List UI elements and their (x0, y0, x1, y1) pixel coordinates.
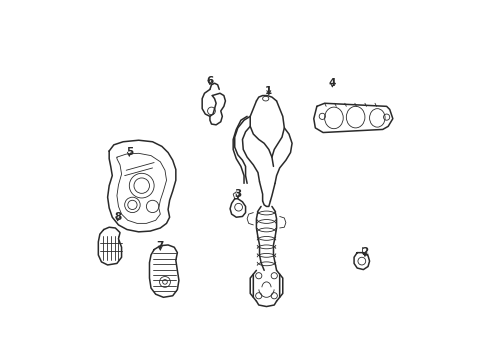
Text: 6: 6 (206, 76, 213, 86)
Text: 7: 7 (156, 241, 163, 251)
Text: 4: 4 (328, 78, 335, 88)
Text: 5: 5 (125, 147, 133, 157)
Text: 3: 3 (234, 189, 241, 199)
Text: 1: 1 (264, 86, 272, 95)
Text: 8: 8 (114, 212, 121, 222)
Text: 2: 2 (361, 247, 368, 257)
